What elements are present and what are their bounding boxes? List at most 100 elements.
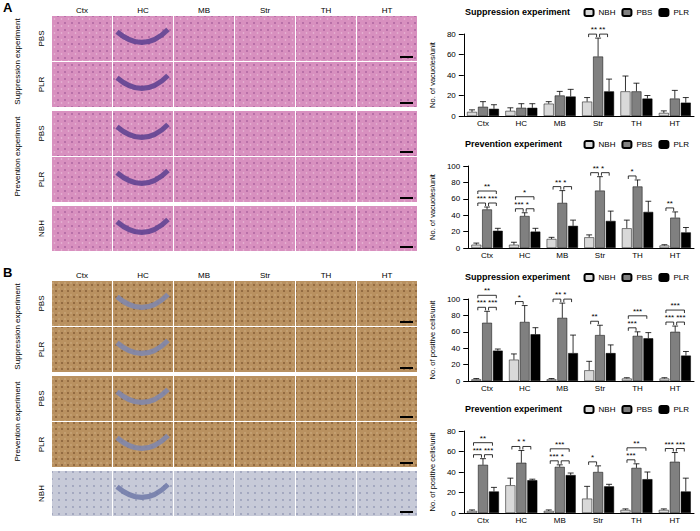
- svg-text:***: ***: [633, 307, 642, 316]
- svg-text:*: *: [523, 188, 526, 197]
- svg-text:***: ***: [665, 313, 674, 322]
- svg-text:**: **: [484, 286, 490, 295]
- svg-text:Ctx: Ctx: [477, 516, 489, 525]
- svg-text:HT: HT: [670, 251, 681, 260]
- svg-text:***: ***: [488, 194, 497, 203]
- svg-text:PLR: PLR: [37, 341, 46, 357]
- svg-text:PBS: PBS: [37, 30, 46, 46]
- svg-text:Suppression experiment: Suppression experiment: [13, 283, 22, 370]
- svg-text:PBS: PBS: [37, 295, 46, 311]
- svg-text:MB: MB: [554, 119, 566, 128]
- svg-text:***: ***: [626, 451, 635, 460]
- svg-text:PLR: PLR: [37, 76, 46, 92]
- svg-text:*: *: [518, 293, 521, 302]
- svg-text:**: **: [591, 25, 597, 34]
- svg-text:NBH: NBH: [37, 220, 46, 237]
- svg-text:40: 40: [447, 468, 456, 477]
- svg-text:*: *: [563, 290, 566, 299]
- svg-text:PBS: PBS: [636, 140, 652, 149]
- svg-text:60: 60: [447, 50, 456, 59]
- svg-text:**: **: [599, 25, 605, 34]
- svg-text:***: ***: [488, 298, 497, 307]
- svg-text:PBS: PBS: [636, 405, 652, 414]
- svg-text:HC: HC: [519, 384, 531, 393]
- svg-text:Ctx: Ctx: [477, 119, 489, 128]
- svg-text:PLR: PLR: [37, 171, 46, 187]
- svg-text:40: 40: [451, 211, 460, 220]
- svg-text:Str: Str: [260, 271, 271, 280]
- svg-text:*: *: [601, 164, 604, 173]
- svg-text:B: B: [3, 265, 12, 280]
- svg-text:Prevention experiment: Prevention experiment: [13, 381, 22, 462]
- svg-text:*: *: [526, 200, 529, 209]
- svg-text:Suppression experiment: Suppression experiment: [13, 18, 22, 105]
- svg-text:**: **: [633, 439, 639, 448]
- svg-text:NBH: NBH: [37, 485, 46, 502]
- svg-text:PLR: PLR: [37, 436, 46, 452]
- svg-text:Str: Str: [595, 251, 606, 260]
- svg-text:Ctx: Ctx: [481, 384, 493, 393]
- svg-text:80: 80: [447, 427, 456, 436]
- svg-text:MB: MB: [556, 384, 568, 393]
- svg-text:HT: HT: [382, 6, 393, 15]
- svg-text:*: *: [522, 437, 525, 446]
- svg-text:Ctx: Ctx: [481, 251, 493, 260]
- svg-text:TH: TH: [321, 6, 332, 15]
- svg-text:Prevention experiment: Prevention experiment: [13, 116, 22, 197]
- svg-text:*: *: [517, 437, 520, 446]
- svg-text:***: ***: [477, 194, 486, 203]
- svg-text:**: **: [480, 434, 486, 443]
- svg-text:HT: HT: [669, 119, 680, 128]
- svg-text:80: 80: [451, 178, 460, 187]
- svg-text:20: 20: [451, 360, 460, 369]
- svg-text:Str: Str: [260, 6, 271, 15]
- svg-text:**: **: [593, 164, 599, 173]
- svg-text:PBS: PBS: [636, 8, 652, 17]
- svg-text:MB: MB: [554, 516, 566, 525]
- svg-text:MB: MB: [198, 271, 210, 280]
- svg-text:Ctx: Ctx: [76, 6, 88, 15]
- svg-text:PLR: PLR: [673, 8, 689, 17]
- svg-text:60: 60: [451, 327, 460, 336]
- svg-text:HC: HC: [137, 6, 149, 15]
- svg-text:HC: HC: [516, 119, 528, 128]
- svg-text:Suppression experiment: Suppression experiment: [465, 7, 570, 17]
- svg-text:TH: TH: [632, 251, 643, 260]
- svg-text:***: ***: [549, 452, 558, 461]
- svg-text:PBS: PBS: [636, 273, 652, 282]
- svg-text:0: 0: [451, 112, 456, 121]
- svg-text:***: ***: [671, 301, 680, 310]
- svg-text:HT: HT: [669, 516, 680, 525]
- svg-text:***: ***: [473, 446, 482, 455]
- svg-text:PLR: PLR: [673, 273, 689, 282]
- svg-text:***: ***: [664, 440, 673, 449]
- svg-text:TH: TH: [631, 516, 642, 525]
- svg-text:NBH: NBH: [599, 140, 616, 149]
- svg-text:Prevention experiment: Prevention experiment: [465, 139, 562, 149]
- svg-text:No. of positive cells/unit: No. of positive cells/unit: [428, 300, 437, 380]
- svg-text:60: 60: [451, 194, 460, 203]
- svg-text:*: *: [631, 167, 634, 176]
- svg-text:HT: HT: [382, 271, 393, 280]
- svg-text:***: ***: [555, 440, 564, 449]
- svg-text:20: 20: [447, 91, 456, 100]
- svg-text:NBH: NBH: [599, 273, 616, 282]
- svg-text:NBH: NBH: [599, 405, 616, 414]
- svg-text:Ctx: Ctx: [76, 271, 88, 280]
- svg-text:40: 40: [447, 71, 456, 80]
- svg-text:A: A: [3, 0, 13, 15]
- svg-text:40: 40: [451, 344, 460, 353]
- svg-text:***: ***: [477, 298, 486, 307]
- svg-text:*: *: [561, 452, 564, 461]
- svg-text:PBS: PBS: [37, 125, 46, 141]
- svg-text:TH: TH: [631, 119, 642, 128]
- svg-text:Str: Str: [595, 384, 606, 393]
- svg-text:**: **: [591, 312, 597, 321]
- svg-text:0: 0: [451, 509, 456, 518]
- svg-text:HC: HC: [516, 516, 528, 525]
- svg-text:**: **: [667, 199, 673, 208]
- svg-text:No. of vacuoles/unit: No. of vacuoles/unit: [428, 41, 437, 108]
- svg-text:*: *: [591, 453, 594, 462]
- svg-text:20: 20: [451, 227, 460, 236]
- svg-text:HC: HC: [137, 271, 149, 280]
